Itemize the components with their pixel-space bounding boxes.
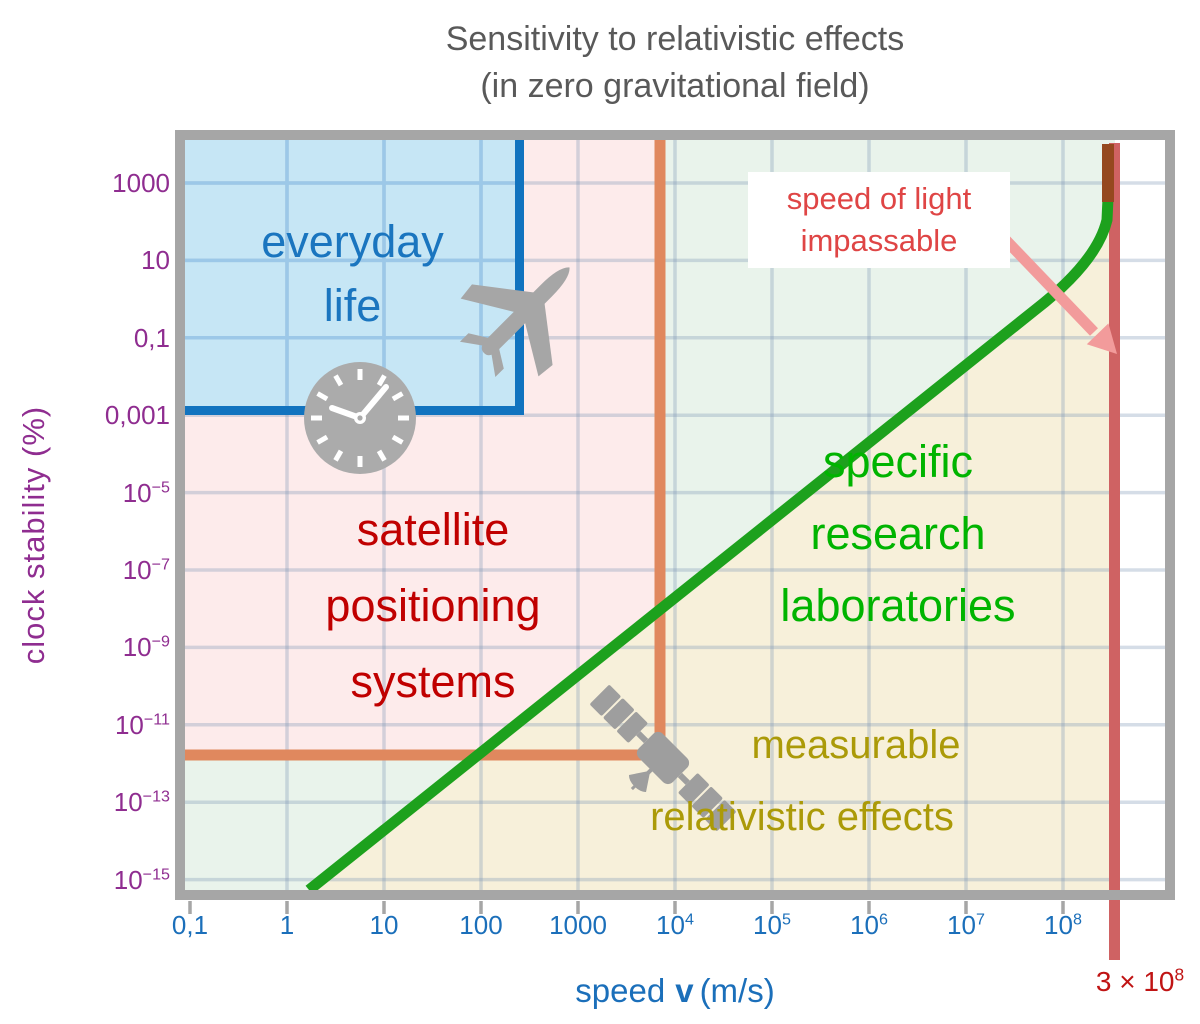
y-tick-label: 10−5 xyxy=(122,477,170,508)
chart-title: Sensitivity to relativistic effects (in … xyxy=(150,16,1200,110)
x-tick-label: 0,1 xyxy=(171,910,209,940)
y-tick-label: 10−7 xyxy=(122,555,170,585)
y-tick-label: 0,1 xyxy=(133,322,170,353)
y-axis-title: clock stability (%) xyxy=(16,405,51,665)
x-tick-label: 106 xyxy=(850,910,888,940)
label-everyday-life: everyday life xyxy=(261,216,444,331)
y-tick-label: 0,001 xyxy=(104,400,170,431)
label-measurable: measurable xyxy=(751,723,961,767)
chart-title-line2: (in zero gravitational field) xyxy=(480,67,870,105)
x-tick-label: 1000 xyxy=(549,910,607,940)
x-axis-tick-marks xyxy=(188,901,1065,914)
y-tick-label: 10−13 xyxy=(113,787,170,818)
speed-of-light-value: 3 × 108 xyxy=(1095,964,1185,997)
y-tick-label: 10 xyxy=(141,245,170,276)
chart-title-line1: Sensitivity to relativistic effects xyxy=(445,20,905,58)
relativistic-effects-line xyxy=(305,197,1114,895)
y-tick-label: 10−9 xyxy=(122,632,170,663)
label-specific-research-laboratories: specific research laboratories xyxy=(780,436,1016,631)
gridlines-everyday-region xyxy=(185,140,520,415)
plot-frame xyxy=(175,130,1175,900)
y-tick-label: 10−11 xyxy=(114,709,170,740)
speed-of-light-annotation: speed of light impassable xyxy=(748,172,1010,268)
y-tick-label: 10−15 xyxy=(113,864,170,895)
airplane-icon xyxy=(459,267,570,378)
speed-of-light-arrow-icon xyxy=(996,230,1117,354)
x-tick-label: 108 xyxy=(1044,910,1082,940)
label-satellite-positioning-systems: satellite positioning systems xyxy=(325,504,541,707)
label-relativistic-effects: relativistic effects xyxy=(650,795,954,839)
x-tick-label: 104 xyxy=(656,910,694,940)
x-axis-title: speed v (m/s) xyxy=(185,972,1165,1010)
x-axis-title-prefix: speed xyxy=(575,972,666,1009)
x-axis-title-unit: (m/s) xyxy=(699,972,775,1009)
x-axis-title-variable: v xyxy=(675,972,694,1009)
x-tick-label: 105 xyxy=(753,910,791,940)
clock-icon xyxy=(304,362,416,474)
x-tick-label: 100 xyxy=(459,910,503,940)
region-measurable-effects xyxy=(309,210,1115,890)
x-tick-label: 1 xyxy=(279,910,295,940)
x-tick-label: 10 xyxy=(369,910,399,940)
everyday-region-boundary-line xyxy=(185,140,524,415)
x-tick-label: 107 xyxy=(947,910,985,940)
satellite-icon xyxy=(590,685,736,831)
y-tick-label: 1000 xyxy=(112,168,170,198)
